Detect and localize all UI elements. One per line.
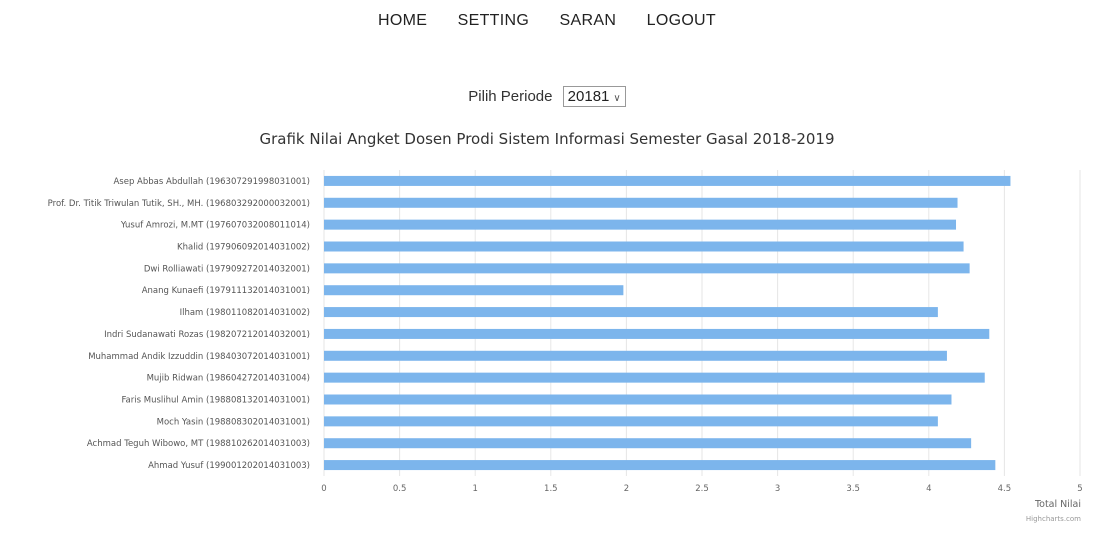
nav-saran[interactable]: SARAN [559, 12, 617, 29]
x-tick-label: 0.5 [393, 484, 407, 494]
x-tick-label: 2.5 [695, 484, 709, 494]
nav-home[interactable]: HOME [378, 12, 428, 29]
periode-value: 20181 [567, 88, 610, 105]
bar[interactable] [324, 263, 970, 274]
chart-title: Grafik Nilai Angket Dosen Prodi Sistem I… [260, 130, 835, 148]
x-tick-label: 4.5 [998, 484, 1012, 494]
bar[interactable] [324, 328, 990, 339]
category-label: Asep Abbas Abdullah (196307291998031001) [113, 177, 310, 187]
nav-logout[interactable]: LOGOUT [646, 12, 716, 29]
category-label: Mujib Ridwan (198604272014031004) [147, 374, 310, 384]
x-tick-label: 3 [775, 484, 780, 494]
category-label: Achmad Teguh Wibowo, MT (198810262014031… [87, 439, 310, 449]
x-tick-label: 2 [624, 484, 629, 494]
bar[interactable] [324, 394, 952, 405]
category-label: Indri Sudanawati Rozas (1982072120140320… [104, 330, 310, 340]
periode-select[interactable]: 20181 ∨ [562, 86, 626, 107]
nav-setting[interactable]: SETTING [457, 12, 530, 29]
category-label: Faris Muslihul Amin (198808132014031001) [121, 396, 310, 406]
category-label: Moch Yasin (198808302014031001) [157, 417, 310, 427]
bar[interactable] [324, 197, 958, 208]
bar[interactable] [324, 438, 972, 449]
x-tick-label: 4 [926, 484, 931, 494]
category-label: Muhammad Andik Izzuddin (198403072014031… [88, 352, 310, 362]
x-tick-label: 0 [321, 484, 326, 494]
axis-title: Total Nilai [1034, 499, 1081, 510]
chart-grid [323, 170, 1081, 476]
x-tick-label: 5 [1077, 484, 1082, 494]
category-label: Ahmad Yusuf (199001202014031003) [148, 461, 310, 471]
chart-bars [324, 175, 1011, 471]
bar[interactable] [324, 175, 1011, 186]
tick-labels: 0 0.5 1 1.5 2 2.5 3 3.5 4 4.5 5 [321, 484, 1082, 494]
bar[interactable] [324, 285, 624, 296]
category-label: Yusuf Amrozi, M.MT (197607032008011014) [120, 221, 310, 231]
bar[interactable] [324, 219, 957, 230]
bar[interactable] [324, 372, 985, 383]
top-nav: HOME SETTING SARAN LOGOUT [0, 12, 1094, 30]
category-label: Prof. Dr. Titik Triwulan Tutik, SH., MH.… [48, 199, 310, 209]
highcharts-credit[interactable]: Highcharts.com [1026, 515, 1081, 523]
category-label: Khalid (197906092014031002) [177, 243, 310, 253]
category-label: Dwi Rolliawati (197909272014032001) [144, 264, 310, 274]
category-label: Anang Kunaefi (197911132014031001) [142, 286, 310, 296]
bar[interactable] [324, 307, 938, 318]
x-tick-label: 1.5 [544, 484, 558, 494]
bar[interactable] [324, 460, 996, 471]
bar[interactable] [324, 241, 964, 252]
bar[interactable] [324, 350, 947, 361]
x-tick-label: 1 [472, 484, 477, 494]
category-labels: Asep Abbas Abdullah (196307291998031001)… [48, 177, 310, 471]
x-tick-label: 3.5 [846, 484, 860, 494]
periode-label: Pilih Periode [468, 88, 553, 105]
category-label: Ilham (198011082014031002) [180, 308, 310, 318]
periode-selector: Pilih Periode 20181 ∨ [0, 86, 1094, 107]
bar[interactable] [324, 416, 938, 427]
chevron-down-icon: ∨ [613, 93, 621, 104]
